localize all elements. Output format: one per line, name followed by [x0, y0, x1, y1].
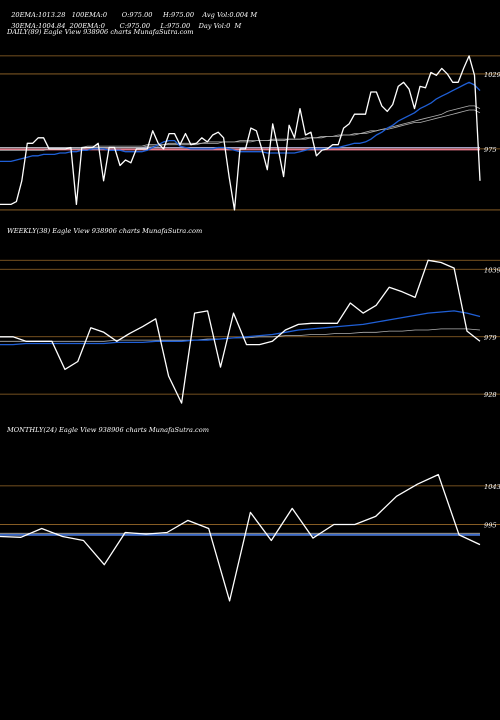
- right-label-2-0: 1043: [484, 483, 500, 491]
- panel-title-1: WEEKLY(38) Eagle View 938906 charts Muna…: [7, 227, 202, 235]
- header-close-key: C:: [119, 22, 127, 30]
- header-dayvol-value: 0 M: [226, 22, 242, 30]
- panel-title-2: MONTHLY(24) Eagle View 938906 charts Mun…: [6, 426, 209, 434]
- header-high-key: H:: [162, 11, 171, 19]
- header-ema100-value: 0: [102, 11, 108, 19]
- header-open-key: O:: [121, 11, 130, 19]
- series-ema_slow-0-2: [0, 109, 481, 151]
- right-label-1-0: 1039: [484, 266, 500, 274]
- header-low-key: L:: [160, 22, 168, 30]
- series-ema_fast-1-1: [0, 310, 481, 346]
- header-ema20-key: 20EMA:: [11, 11, 39, 19]
- header-ema30-value: 1004.84: [38, 22, 66, 30]
- header-high-value: 975.00: [170, 11, 195, 19]
- header-avgvol-value: 0.004 M: [229, 11, 258, 19]
- right-label-0-1: 975: [484, 146, 497, 154]
- series-ema_slow-1-2: [0, 328, 481, 342]
- header-line-2: 30EMA:1004.84 200EMA:0 C:975.00 L:975.00…: [7, 14, 241, 30]
- series-ema_slow-0-3: [0, 105, 481, 148]
- panel-title-0: DAILY(89) Eagle View 938906 charts Munaf…: [6, 28, 194, 36]
- header-ema20-value: 1013.28: [38, 11, 66, 19]
- series-price-0-0: [0, 55, 481, 211]
- header-line-1: 20EMA:1013.28 100EMA:0 O:975.00 H:975.00…: [7, 3, 257, 19]
- header-open-value: 975.00: [129, 11, 153, 19]
- header-low-value: 975.00: [167, 22, 191, 30]
- header-ema200-key: 200EMA:: [69, 22, 101, 30]
- right-label-2-1: 995: [484, 521, 497, 529]
- header-ema100-key: 100EMA:: [71, 11, 103, 19]
- header-avgvol-key: Avg Vol:: [202, 11, 230, 19]
- right-label-1-2: 928: [484, 391, 497, 399]
- series-price-1-0: [0, 259, 481, 404]
- header-dayvol-key: Day Vol:: [198, 22, 227, 30]
- series-price-2-0: [0, 473, 481, 602]
- right-label-1-1: 979: [484, 334, 497, 342]
- right-label-0-0: 1029: [484, 71, 500, 79]
- header-close-value: 975.00: [126, 22, 151, 30]
- header-ema30-key: 30EMA:: [11, 22, 39, 30]
- header-ema200-value: 0: [100, 22, 105, 30]
